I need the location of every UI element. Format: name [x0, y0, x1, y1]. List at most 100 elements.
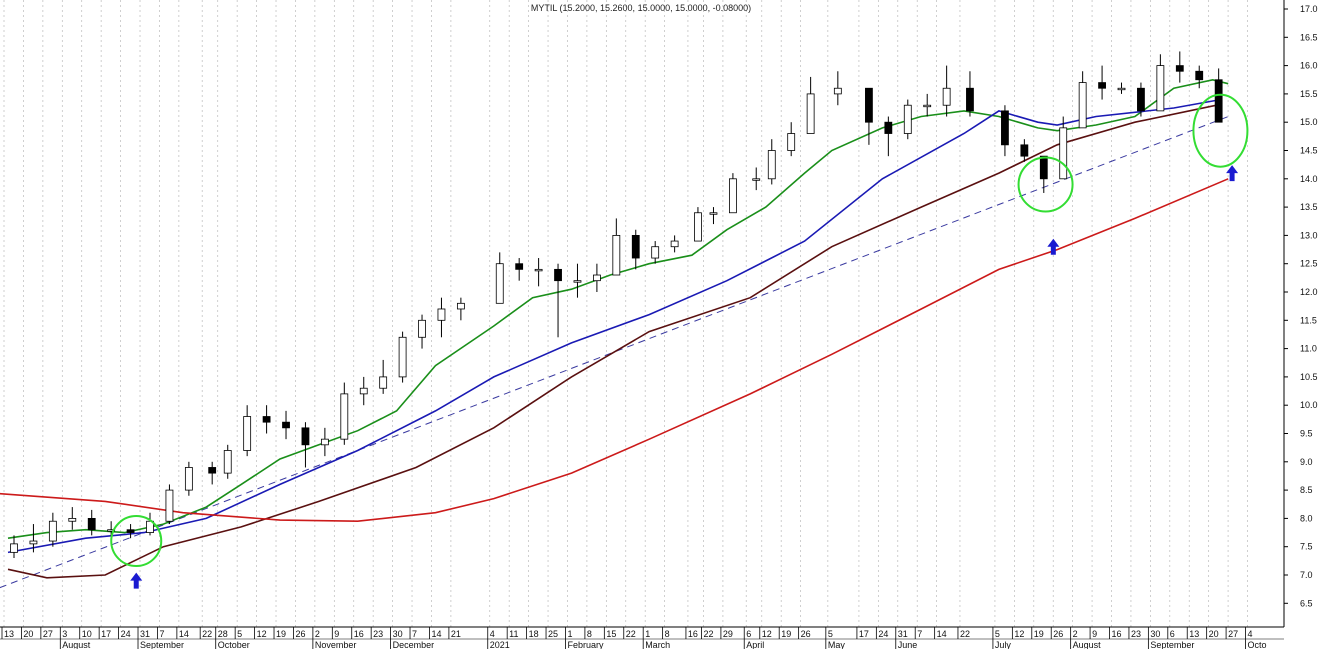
- y-tick-label: 11.0: [1300, 344, 1317, 354]
- candle: [398, 331, 407, 383]
- x-tick-label: 6: [1170, 629, 1175, 639]
- x-tick-label: 2: [1073, 629, 1078, 639]
- month-label: April: [746, 640, 764, 649]
- candle-body: [694, 212, 702, 242]
- x-tick-label: 26: [295, 629, 305, 639]
- candle: [612, 218, 621, 276]
- y-tick-label: 9.0: [1300, 457, 1313, 467]
- up-arrow-icon: [1047, 238, 1060, 255]
- x-tick-label: 15: [606, 629, 616, 639]
- x-tick-label: 22: [703, 629, 713, 639]
- x-tick-label: 12: [762, 629, 772, 639]
- candle: [29, 524, 38, 553]
- x-tick-label: 1: [567, 629, 572, 639]
- candle-body: [301, 427, 310, 446]
- y-tick-label: 10.5: [1300, 372, 1318, 382]
- candle: [709, 207, 718, 225]
- candle-body: [456, 302, 465, 310]
- month-label: December: [393, 640, 435, 649]
- candle: [515, 258, 524, 281]
- candle: [262, 405, 271, 434]
- candle: [942, 65, 951, 117]
- month-label: September: [140, 640, 184, 649]
- candlesticks: [10, 51, 1223, 559]
- moving-average-line-4: [0, 178, 1229, 523]
- candle: [340, 382, 349, 445]
- month-label: November: [315, 640, 357, 649]
- candle: [1020, 139, 1029, 162]
- candle: [87, 509, 96, 536]
- x-tick-label: 31: [898, 629, 908, 639]
- candle: [1039, 155, 1048, 193]
- candle: [48, 512, 57, 547]
- candle-body: [966, 87, 974, 112]
- x-tick-label: 6: [746, 629, 751, 639]
- candle-body: [320, 438, 329, 446]
- x-tick-label: 2: [315, 629, 320, 639]
- x-tick-label: 14: [431, 629, 441, 639]
- candle-body: [87, 518, 96, 531]
- candle: [456, 297, 465, 321]
- candle-body: [184, 467, 193, 491]
- y-tick-label: 15.0: [1300, 117, 1318, 127]
- x-tick-label: 27: [1228, 629, 1238, 639]
- candle: [534, 258, 543, 287]
- x-tick-label: 16: [1112, 629, 1122, 639]
- y-tick-label: 7.0: [1300, 570, 1313, 580]
- candle: [651, 241, 660, 264]
- x-tick-label: 20: [23, 629, 33, 639]
- candle: [833, 71, 842, 106]
- x-tick-label: 12: [1014, 629, 1024, 639]
- x-tick-label: 30: [1150, 629, 1160, 639]
- x-tick-label: 17: [101, 629, 111, 639]
- candle: [10, 535, 18, 559]
- x-tick-label: 4: [1248, 629, 1253, 639]
- candle: [966, 71, 974, 117]
- month-label: October: [218, 640, 250, 649]
- candle-body: [398, 336, 407, 378]
- candle: [320, 427, 329, 457]
- x-tick-label: 5: [995, 629, 1000, 639]
- candle-body: [593, 274, 601, 282]
- candle: [1001, 105, 1009, 157]
- x-tick-label: 8: [587, 629, 592, 639]
- month-label: February: [567, 640, 604, 649]
- x-tick-label: 1: [645, 629, 650, 639]
- y-tick-label: 6.5: [1300, 598, 1313, 608]
- x-tick-label: 13: [1189, 629, 1199, 639]
- y-tick-label: 7.5: [1300, 542, 1313, 552]
- candle-body: [1078, 82, 1087, 129]
- grid: [3, 0, 1248, 627]
- candle-body: [884, 121, 893, 134]
- month-label: August: [62, 640, 91, 649]
- candle-body: [651, 246, 660, 259]
- x-tick-label: 5: [237, 629, 242, 639]
- candle-body: [865, 87, 873, 123]
- candle-body: [923, 104, 932, 108]
- candle: [68, 507, 77, 530]
- candle: [694, 207, 702, 242]
- x-tick-label: 7: [412, 629, 417, 639]
- x-tick-label: 10: [82, 629, 92, 639]
- highlight-circle: [1017, 156, 1074, 213]
- month-label: 2021: [490, 640, 510, 649]
- x-tick-label: 3: [62, 629, 67, 639]
- month-label: Octo: [1248, 640, 1267, 649]
- month-label: August: [1073, 640, 1102, 649]
- x-tick-label: 28: [218, 629, 228, 639]
- highlight-circle: [1192, 93, 1249, 168]
- x-tick-label: 22: [202, 629, 212, 639]
- candle-body: [752, 178, 761, 181]
- y-tick-label: 16.5: [1300, 32, 1318, 42]
- candle-body: [243, 416, 252, 451]
- candle-body: [359, 387, 368, 395]
- candle-body: [534, 268, 543, 272]
- candle-body: [1039, 155, 1048, 180]
- candle: [437, 297, 446, 338]
- candle: [554, 263, 562, 338]
- moving-average-line-2: [7, 98, 1221, 554]
- candle-body: [340, 393, 349, 440]
- x-tick-label: 26: [1053, 629, 1063, 639]
- x-axis: 13 20 27 3 10 17 24 31 7 14 22 28 5 12 19 26 2 9 16 23 30 7 14…: [0, 626, 1284, 649]
- candle: [593, 263, 601, 292]
